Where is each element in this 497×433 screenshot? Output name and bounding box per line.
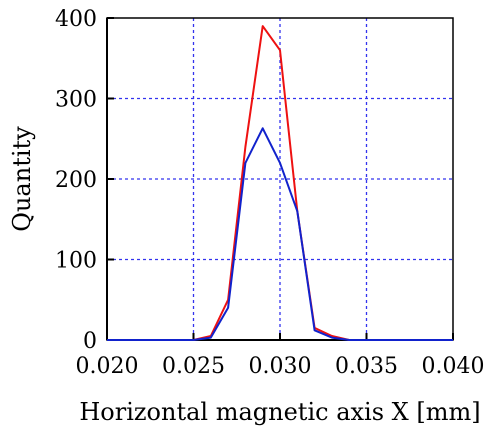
x-tick-labels: 0.020 0.025 0.030 0.035 0.040: [76, 354, 485, 379]
y-tick-label: 400: [55, 7, 97, 32]
grid-lines: [107, 18, 453, 340]
y-axis-label: Quantity: [8, 126, 36, 232]
y-tick-labels: 0 100 200 300 400: [55, 7, 97, 354]
y-tick-label: 0: [83, 329, 97, 354]
series-line-1: [107, 127, 453, 341]
y-tick-label: 100: [55, 249, 97, 274]
x-tick-label: 0.020: [76, 354, 139, 379]
x-tick-label: 0.035: [335, 354, 398, 379]
x-tick-label: 0.030: [249, 354, 312, 379]
y-tick-label: 200: [55, 168, 97, 193]
x-axis-label: Horizontal magnetic axis X [mm]: [79, 398, 480, 426]
x-tick-label: 0.025: [162, 354, 225, 379]
series-lines: [107, 25, 453, 341]
y-tick-label: 300: [55, 88, 97, 113]
x-tick-label: 0.040: [422, 354, 485, 379]
